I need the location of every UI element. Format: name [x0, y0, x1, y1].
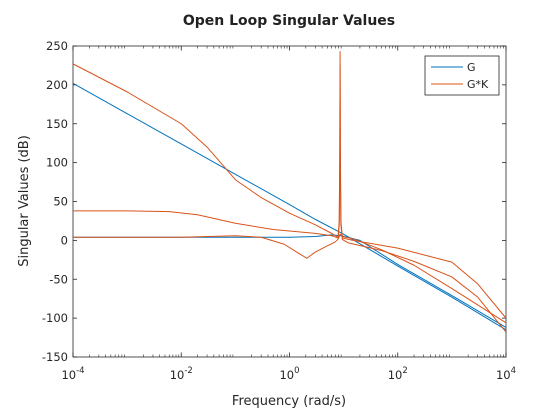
- y-tick-label: 200: [46, 78, 68, 92]
- chart-title: Open Loop Singular Values: [183, 13, 395, 29]
- y-axis-label: Singular Values (dB): [17, 135, 32, 267]
- series-line-g-2: [73, 234, 507, 328]
- y-tick-label: -50: [49, 272, 68, 286]
- legend-box: [424, 55, 500, 96]
- plot-area: [72, 45, 507, 358]
- series-line-gk-2: [73, 64, 507, 333]
- series-lines: [72, 50, 507, 333]
- x-tick-label: 104: [496, 366, 516, 382]
- y-tick-label: 50: [53, 195, 68, 209]
- x-tick-label: 100: [279, 366, 299, 382]
- y-axis: -150 -100 -50 0 50 100 150 200 250: [42, 39, 506, 364]
- x-tick-label: 10-2: [170, 366, 193, 382]
- legend-label-g: G: [467, 61, 476, 74]
- series-line-gk-3: [73, 233, 507, 324]
- x-tick-label: 10-4: [61, 366, 84, 382]
- y-tick-label: 100: [46, 156, 68, 170]
- x-axis: 10-4 10-2 100 102 104: [61, 46, 516, 382]
- y-tick-label: -150: [42, 350, 68, 364]
- y-tick-label: -100: [42, 311, 68, 325]
- y-tick-label: 0: [61, 233, 68, 247]
- legend-label-gk: G*K: [467, 78, 489, 91]
- x-tick-label: 102: [388, 366, 408, 382]
- y-tick-label: 250: [46, 39, 68, 53]
- legend: G G*K: [424, 55, 500, 96]
- y-tick-label: 150: [46, 117, 68, 131]
- x-axis-label: Frequency (rad/s): [232, 394, 346, 409]
- series-line-g-1: [72, 82, 507, 331]
